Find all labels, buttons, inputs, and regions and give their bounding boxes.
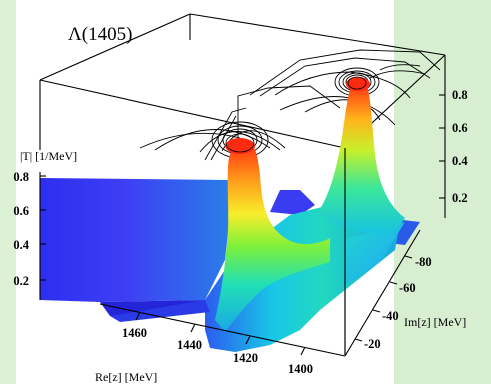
back-axis-ticks [439, 94, 445, 199]
z-tick-label: 0.6 [13, 204, 29, 218]
contour-lines [139, 49, 441, 161]
re-axis-label: Re[z] [MeV] [95, 370, 157, 384]
z-axis-ticks [39, 172, 46, 300]
z-tick-label: 0.2 [13, 274, 29, 288]
cap-contours [225, 76, 367, 153]
plot-title: Λ(1405) [68, 24, 132, 45]
back-tick-label: 0.8 [452, 88, 468, 102]
axes-bottom [99, 229, 421, 357]
im-tick-label: -40 [382, 309, 399, 323]
peak-left [215, 138, 330, 332]
im-tick-label: -80 [415, 255, 432, 269]
re-tick-label: 1460 [122, 326, 147, 340]
back-tick-label: 0.2 [452, 191, 468, 205]
im-tick-label: -60 [399, 281, 416, 295]
re-tick-label: 1400 [288, 362, 313, 376]
z-axis-label: |T| [1/MeV] [20, 149, 77, 163]
z-tick-label: 0.4 [13, 238, 29, 252]
z-tick-label: 0.8 [13, 170, 29, 184]
surface-ridge [110, 205, 405, 352]
back-tick-label: 0.4 [452, 154, 468, 168]
re-tick-label: 1440 [177, 338, 202, 352]
back-tick-label: 0.6 [452, 121, 468, 135]
im-axis-label: Im[z] [MeV] [404, 315, 466, 329]
peak-right [318, 77, 405, 234]
im-tick-label: -20 [364, 337, 381, 351]
re-tick-label: 1420 [233, 351, 258, 365]
